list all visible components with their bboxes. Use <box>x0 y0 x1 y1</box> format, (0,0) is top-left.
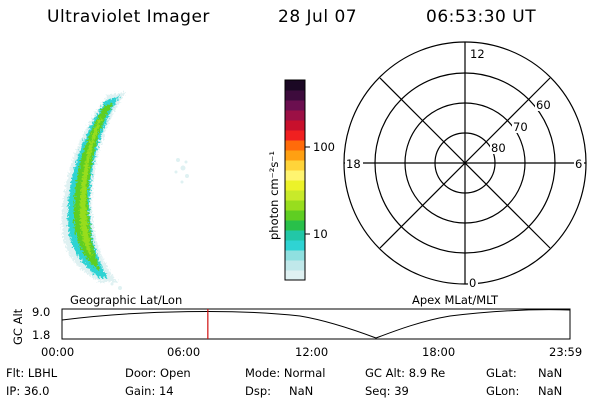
polar-grid <box>343 41 587 285</box>
instrument-title: Ultraviolet Imager <box>47 7 210 27</box>
glon-label: GLon: <box>486 384 520 398</box>
colorbar-tick-label-10: 10 <box>313 227 328 241</box>
colorbar-segment <box>285 130 305 141</box>
dsp-label: Dsp: <box>245 384 272 398</box>
colorbar-segment <box>285 140 305 151</box>
mlt-label-0: 0 <box>469 276 476 290</box>
colorbar <box>285 80 305 281</box>
timeline-frame <box>61 308 571 340</box>
auroral-image <box>61 92 127 282</box>
filter-value: Flt: LBHL <box>6 366 58 380</box>
door-status: Door: Open <box>125 366 191 380</box>
colorbar-segment <box>285 190 305 201</box>
colorbar-segment <box>285 200 305 211</box>
timeline-xtick-2359: 23:59 <box>549 345 582 359</box>
timeline-xtick-0000: 00:00 <box>41 345 74 359</box>
colorbar-segment <box>285 240 305 251</box>
colorbar-segment <box>285 150 305 161</box>
glon-value: NaN <box>538 384 563 398</box>
mlat-label-60: 60 <box>536 98 551 112</box>
colorbar-segment <box>285 90 305 101</box>
timeline-ytick-9: 9.0 <box>32 305 50 319</box>
mlt-label-12: 12 <box>470 47 485 61</box>
timeline-xtick-1800: 18:00 <box>422 345 455 359</box>
mlat-label-80: 80 <box>491 141 506 155</box>
image-date: 28 Jul 07 <box>278 7 358 27</box>
gc-altitude-curve <box>61 309 571 339</box>
image-time: 06:53:30 UT <box>426 7 537 27</box>
timeline-right-caption: Apex MLat/MLT <box>412 293 499 307</box>
mlt-label-6: 6 <box>575 157 582 171</box>
colorbar-segment <box>285 260 305 271</box>
sequence-value: Seq: 39 <box>365 384 409 398</box>
dsp-value: NaN <box>289 384 314 398</box>
colorbar-segment <box>285 170 305 181</box>
colorbar-frame <box>284 79 306 281</box>
colorbar-segment <box>285 250 305 261</box>
colorbar-segment <box>285 230 305 241</box>
colorbar-segment <box>285 160 305 171</box>
colorbar-segment <box>285 110 305 121</box>
ip-value: IP: 36.0 <box>6 384 50 398</box>
glat-value: NaN <box>538 366 563 380</box>
colorbar-tick-label-100: 100 <box>313 140 335 154</box>
colorbar-unit-label: photon cm⁻²s⁻¹ <box>267 151 281 240</box>
timeline-axis-label: GC Alt <box>11 308 25 345</box>
mode-value: Mode: Normal <box>245 366 326 380</box>
gain-value: Gain: 14 <box>125 384 174 398</box>
gc-altitude-value: GC Alt: 8.9 Re <box>365 366 446 380</box>
timeline-xtick-1200: 12:00 <box>295 345 328 359</box>
colorbar-segment <box>285 100 305 111</box>
mlt-label-18: 18 <box>346 157 361 171</box>
auroral-speckles <box>110 158 189 290</box>
colorbar-segment <box>285 80 305 91</box>
timeline-left-caption: Geographic Lat/Lon <box>70 293 182 307</box>
timeline-xtick-0600: 06:00 <box>167 345 200 359</box>
glat-label: GLat: <box>486 366 517 380</box>
polar-diagonal-b <box>379 77 551 249</box>
colorbar-segment <box>285 270 305 281</box>
mlat-label-70: 70 <box>513 120 528 134</box>
colorbar-segment <box>285 220 305 231</box>
timeline-ytick-1-8: 1.8 <box>32 328 50 342</box>
colorbar-segment <box>285 210 305 221</box>
colorbar-segment <box>285 120 305 131</box>
colorbar-segment <box>285 180 305 191</box>
